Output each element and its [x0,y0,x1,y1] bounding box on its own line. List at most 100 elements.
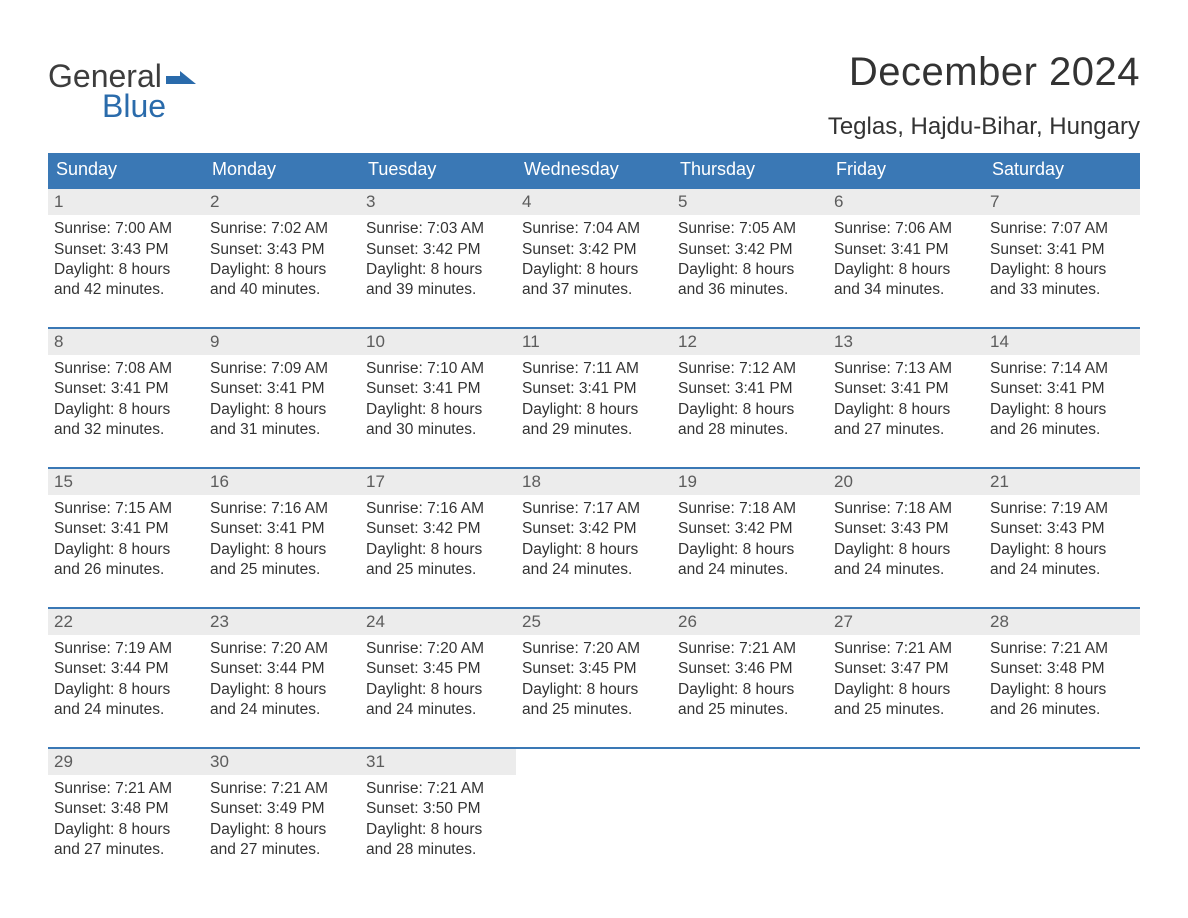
day-number: 10 [360,329,516,355]
daylight-line-1: Daylight: 8 hours [522,400,666,420]
sunrise-line: Sunrise: 7:11 AM [522,359,666,379]
daylight-line-1: Daylight: 8 hours [522,260,666,280]
daylight-line-1: Daylight: 8 hours [834,400,978,420]
calendar-week-row: 15Sunrise: 7:15 AMSunset: 3:41 PMDayligh… [48,467,1140,581]
daylight-line-1: Daylight: 8 hours [54,680,198,700]
calendar-day-cell: 24Sunrise: 7:20 AMSunset: 3:45 PMDayligh… [360,609,516,721]
sunset-line: Sunset: 3:42 PM [522,519,666,539]
calendar-day-cell [516,749,672,861]
day-number: 20 [828,469,984,495]
sunset-line: Sunset: 3:47 PM [834,659,978,679]
sunset-line: Sunset: 3:41 PM [990,379,1134,399]
daylight-line-1: Daylight: 8 hours [678,680,822,700]
daylight-line-2: and 28 minutes. [678,420,822,440]
sunrise-line: Sunrise: 7:21 AM [54,779,198,799]
calendar-day-cell: 30Sunrise: 7:21 AMSunset: 3:49 PMDayligh… [204,749,360,861]
day-number: 14 [984,329,1140,355]
daylight-line-1: Daylight: 8 hours [366,400,510,420]
day-number: 23 [204,609,360,635]
daylight-line-2: and 29 minutes. [522,420,666,440]
daylight-line-1: Daylight: 8 hours [210,680,354,700]
sunset-line: Sunset: 3:48 PM [54,799,198,819]
sunset-line: Sunset: 3:45 PM [366,659,510,679]
daylight-line-2: and 37 minutes. [522,280,666,300]
daylight-line-1: Daylight: 8 hours [54,400,198,420]
sunrise-line: Sunrise: 7:04 AM [522,219,666,239]
sunset-line: Sunset: 3:46 PM [678,659,822,679]
sunset-line: Sunset: 3:43 PM [210,240,354,260]
sunset-line: Sunset: 3:45 PM [522,659,666,679]
sunset-line: Sunset: 3:48 PM [990,659,1134,679]
calendar-day-cell [828,749,984,861]
sunrise-line: Sunrise: 7:07 AM [990,219,1134,239]
day-details: Sunrise: 7:17 AMSunset: 3:42 PMDaylight:… [516,495,672,581]
calendar-day-cell: 18Sunrise: 7:17 AMSunset: 3:42 PMDayligh… [516,469,672,581]
day-number: 26 [672,609,828,635]
sunrise-line: Sunrise: 7:21 AM [366,779,510,799]
calendar-day-cell: 3Sunrise: 7:03 AMSunset: 3:42 PMDaylight… [360,189,516,301]
day-number: 24 [360,609,516,635]
daylight-line-2: and 27 minutes. [210,840,354,860]
sunset-line: Sunset: 3:49 PM [210,799,354,819]
daylight-line-1: Daylight: 8 hours [678,540,822,560]
calendar-day-cell: 25Sunrise: 7:20 AMSunset: 3:45 PMDayligh… [516,609,672,721]
sunset-line: Sunset: 3:43 PM [834,519,978,539]
day-details: Sunrise: 7:08 AMSunset: 3:41 PMDaylight:… [48,355,204,441]
sunrise-line: Sunrise: 7:09 AM [210,359,354,379]
daylight-line-2: and 33 minutes. [990,280,1134,300]
daylight-line-1: Daylight: 8 hours [678,260,822,280]
weekday-header-row: Sunday Monday Tuesday Wednesday Thursday… [48,153,1140,187]
calendar-day-cell: 20Sunrise: 7:18 AMSunset: 3:43 PMDayligh… [828,469,984,581]
calendar-week-row: 29Sunrise: 7:21 AMSunset: 3:48 PMDayligh… [48,747,1140,861]
day-details: Sunrise: 7:05 AMSunset: 3:42 PMDaylight:… [672,215,828,301]
calendar-week-row: 8Sunrise: 7:08 AMSunset: 3:41 PMDaylight… [48,327,1140,441]
day-number: 30 [204,749,360,775]
sunrise-line: Sunrise: 7:16 AM [210,499,354,519]
sunset-line: Sunset: 3:44 PM [54,659,198,679]
sunrise-line: Sunrise: 7:03 AM [366,219,510,239]
day-details: Sunrise: 7:21 AMSunset: 3:50 PMDaylight:… [360,775,516,861]
sunset-line: Sunset: 3:42 PM [366,519,510,539]
day-details: Sunrise: 7:18 AMSunset: 3:42 PMDaylight:… [672,495,828,581]
calendar-day-cell: 28Sunrise: 7:21 AMSunset: 3:48 PMDayligh… [984,609,1140,721]
day-details: Sunrise: 7:21 AMSunset: 3:48 PMDaylight:… [48,775,204,861]
day-number: 12 [672,329,828,355]
sunrise-line: Sunrise: 7:21 AM [990,639,1134,659]
day-number: 11 [516,329,672,355]
day-number: 21 [984,469,1140,495]
sunrise-line: Sunrise: 7:16 AM [366,499,510,519]
sunset-line: Sunset: 3:43 PM [54,240,198,260]
weekday-header: Tuesday [360,153,516,187]
day-details: Sunrise: 7:18 AMSunset: 3:43 PMDaylight:… [828,495,984,581]
calendar-week-row: 1Sunrise: 7:00 AMSunset: 3:43 PMDaylight… [48,187,1140,301]
daylight-line-1: Daylight: 8 hours [210,820,354,840]
daylight-line-1: Daylight: 8 hours [834,680,978,700]
calendar-week-row: 22Sunrise: 7:19 AMSunset: 3:44 PMDayligh… [48,607,1140,721]
calendar-day-cell: 21Sunrise: 7:19 AMSunset: 3:43 PMDayligh… [984,469,1140,581]
sunset-line: Sunset: 3:43 PM [990,519,1134,539]
daylight-line-2: and 40 minutes. [210,280,354,300]
daylight-line-2: and 27 minutes. [834,420,978,440]
calendar-day-cell: 29Sunrise: 7:21 AMSunset: 3:48 PMDayligh… [48,749,204,861]
day-details: Sunrise: 7:11 AMSunset: 3:41 PMDaylight:… [516,355,672,441]
sunrise-line: Sunrise: 7:15 AM [54,499,198,519]
sunrise-line: Sunrise: 7:19 AM [990,499,1134,519]
weekday-header: Monday [204,153,360,187]
daylight-line-2: and 24 minutes. [834,560,978,580]
day-details: Sunrise: 7:07 AMSunset: 3:41 PMDaylight:… [984,215,1140,301]
daylight-line-2: and 25 minutes. [522,700,666,720]
calendar-day-cell: 6Sunrise: 7:06 AMSunset: 3:41 PMDaylight… [828,189,984,301]
daylight-line-2: and 24 minutes. [522,560,666,580]
day-details: Sunrise: 7:21 AMSunset: 3:47 PMDaylight:… [828,635,984,721]
calendar-day-cell: 19Sunrise: 7:18 AMSunset: 3:42 PMDayligh… [672,469,828,581]
calendar-day-cell: 1Sunrise: 7:00 AMSunset: 3:43 PMDaylight… [48,189,204,301]
sunset-line: Sunset: 3:42 PM [678,240,822,260]
sunrise-line: Sunrise: 7:21 AM [834,639,978,659]
daylight-line-2: and 34 minutes. [834,280,978,300]
daylight-line-1: Daylight: 8 hours [54,260,198,280]
daylight-line-2: and 24 minutes. [990,560,1134,580]
sunrise-line: Sunrise: 7:08 AM [54,359,198,379]
daylight-line-1: Daylight: 8 hours [834,260,978,280]
weekday-header: Saturday [984,153,1140,187]
day-number: 16 [204,469,360,495]
